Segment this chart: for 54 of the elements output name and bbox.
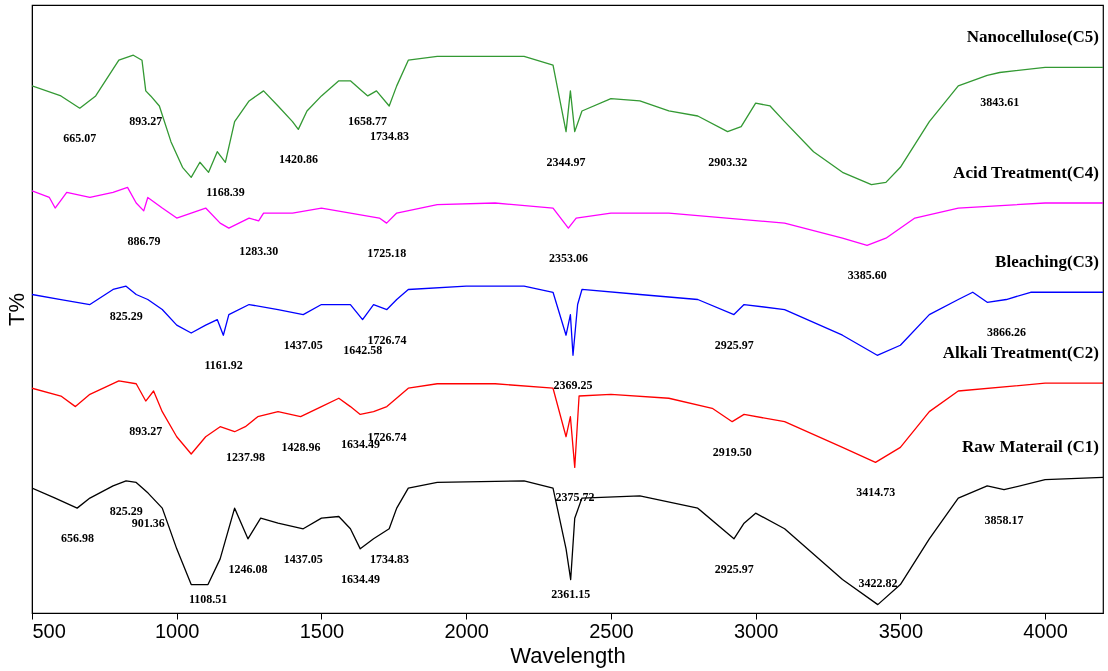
x-tick-label: 500 <box>32 619 66 642</box>
annotation: 2925.97 <box>714 337 754 352</box>
annotation: 886.79 <box>127 233 161 248</box>
annotation: 1725.18 <box>367 246 407 261</box>
annotation: 656.98 <box>60 531 94 546</box>
annotation: 825.29 <box>109 309 143 324</box>
series-label: Alkali Treatment(C2) <box>942 342 1099 362</box>
x-tick-label: 3000 <box>733 619 779 642</box>
y-axis-title: T% <box>3 293 29 326</box>
annotation: 1428.96 <box>281 439 321 454</box>
annotation: 2903.32 <box>708 154 748 169</box>
annotation: 2919.50 <box>712 444 752 459</box>
annotation: 1734.83 <box>369 128 409 143</box>
x-tick-label: 3500 <box>878 619 924 642</box>
annotation: 1283.30 <box>239 243 279 258</box>
annotation: 1246.08 <box>228 561 268 576</box>
annotation: 3422.82 <box>858 575 898 590</box>
annotation: 3385.60 <box>847 268 887 283</box>
annotation: 2361.15 <box>551 586 591 601</box>
annotation: 1437.05 <box>283 551 323 566</box>
annotation: 2375.72 <box>555 490 595 505</box>
annotation: 665.07 <box>63 131 97 146</box>
annotation: 3866.26 <box>986 325 1026 340</box>
annotation: 893.27 <box>129 424 163 439</box>
x-tick-label: 1000 <box>154 619 200 642</box>
series-label: Bleaching(C3) <box>995 251 1099 271</box>
annotation: 1161.92 <box>204 358 243 373</box>
series-label: Raw Materail (C1) <box>962 437 1099 457</box>
annotation: 825.29 <box>109 503 143 518</box>
annotation: 2344.97 <box>546 154 586 169</box>
annotation: 2353.06 <box>548 251 588 266</box>
annotation: 1420.86 <box>279 152 319 167</box>
annotation: 1658.77 <box>347 113 387 128</box>
series-label: Nanocellulose(C5) <box>966 27 1099 47</box>
annotation: 2369.25 <box>553 378 593 393</box>
series-label: Acid Treatment(C4) <box>953 162 1099 182</box>
x-axis-title: Wavelength <box>510 642 626 668</box>
x-tick-label: 2500 <box>589 619 634 642</box>
annotation: 3858.17 <box>984 512 1024 527</box>
x-tick-label: 4000 <box>1023 619 1068 642</box>
annotation: 1237.98 <box>226 449 266 464</box>
annotation: 3414.73 <box>856 485 896 500</box>
annotation: 1634.49 <box>340 571 380 586</box>
annotation: 3843.61 <box>980 95 1020 110</box>
annotation: 893.27 <box>129 113 163 128</box>
annotation: 1734.83 <box>369 551 409 566</box>
annotation: 1108.51 <box>188 591 228 606</box>
annotation: 901.36 <box>131 516 165 531</box>
annotation: 1726.74 <box>367 332 407 347</box>
annotation: 1168.39 <box>206 185 245 200</box>
annotation: 2925.97 <box>714 561 754 576</box>
x-tick-label: 1500 <box>299 619 345 642</box>
annotation: 1437.05 <box>283 337 323 352</box>
x-tick-label: 2000 <box>444 619 489 642</box>
